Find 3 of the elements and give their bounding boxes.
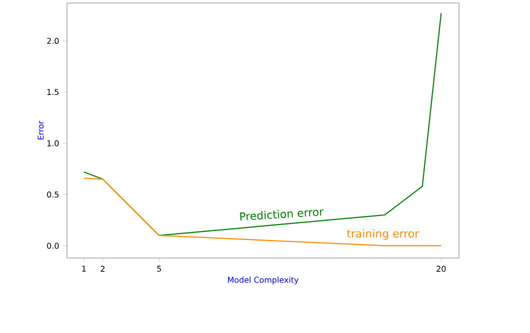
line-series <box>83 178 442 246</box>
series-label: Prediction error <box>240 209 324 221</box>
series-label: training error <box>346 229 420 240</box>
